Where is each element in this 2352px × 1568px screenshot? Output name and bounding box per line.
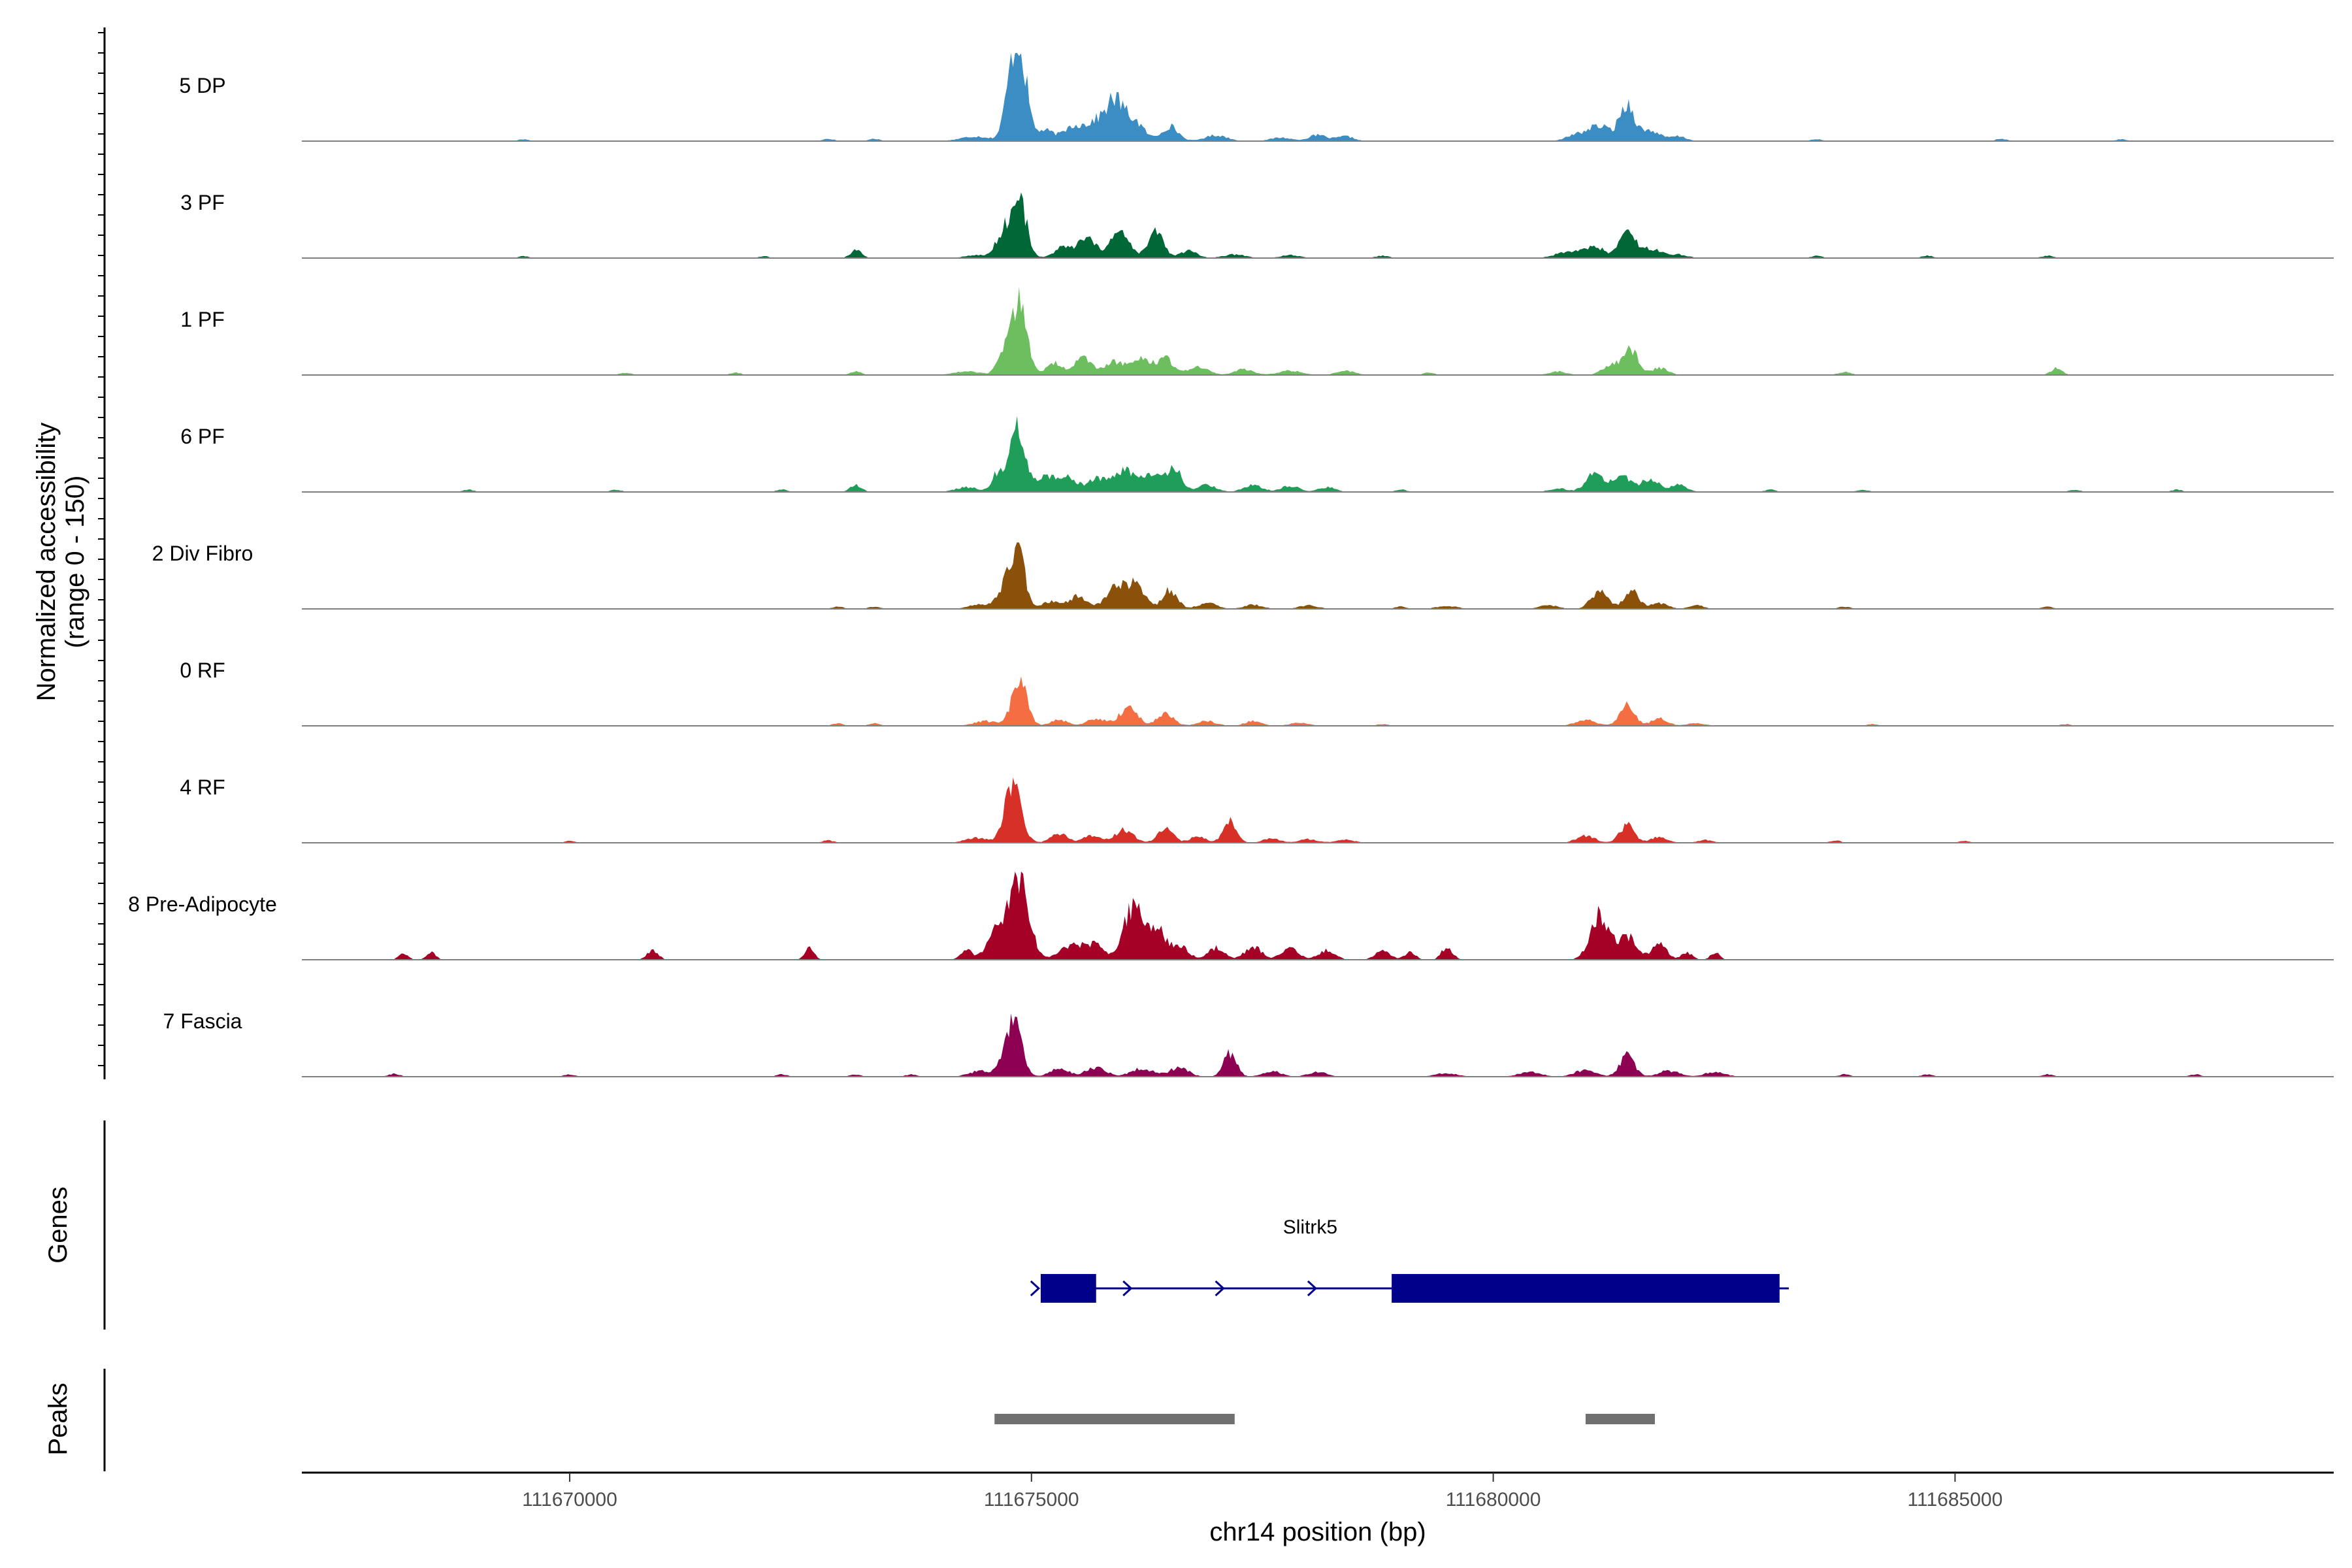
track-label: 7 Fascia xyxy=(163,1009,242,1033)
strand-arrow-icon xyxy=(1307,1280,1318,1297)
track-1: 5 DP xyxy=(179,53,2334,142)
track-6: 0 RF xyxy=(180,659,2334,727)
y-axis-title-line2: (range 0 - 150) xyxy=(61,476,90,649)
track-9: 7 Fascia xyxy=(163,1009,2334,1077)
track-3: 1 PF xyxy=(180,287,2334,376)
strand-arrow-icon xyxy=(1122,1280,1133,1297)
genes-panel: Genes Slitrk5 xyxy=(44,1120,1789,1330)
track-signal xyxy=(302,416,2334,492)
gene-model: Slitrk5 xyxy=(1030,1217,1789,1303)
strand-arrow-icon xyxy=(1215,1280,1225,1297)
track-signal xyxy=(302,287,2334,375)
x-tick-label: 111675000 xyxy=(984,1489,1079,1511)
x-axis-title: chr14 position (bp) xyxy=(1209,1518,1426,1546)
track-5: 2 Div Fibro xyxy=(152,542,2334,610)
gene-exon xyxy=(1040,1274,1096,1303)
coverage-tracks: 5 DP 3 PF 1 PF 6 PF 2 Div Fibro 0 RF 4 RF 8 Pre… xyxy=(128,53,2334,1077)
track-signal xyxy=(302,53,2334,141)
x-tick-label: 111670000 xyxy=(522,1489,617,1511)
peak-region xyxy=(1585,1414,1655,1424)
track-4: 6 PF xyxy=(180,416,2334,493)
peaks-panel: Peaks xyxy=(44,1369,1655,1471)
x-tick-label: 111680000 xyxy=(1446,1489,1541,1511)
track-label: 1 PF xyxy=(180,308,225,331)
track-signal xyxy=(302,872,2334,960)
track-signal xyxy=(302,542,2334,609)
track-8: 8 Pre-Adipocyte xyxy=(128,872,2334,960)
track-label: 3 PF xyxy=(180,191,225,214)
track-label: 6 PF xyxy=(180,425,225,448)
track-signal xyxy=(302,1013,2334,1077)
coverage-y-axis: Normalized accessibility (range 0 - 150) xyxy=(32,27,106,1079)
track-2: 3 PF xyxy=(180,191,2334,259)
peak-regions xyxy=(994,1414,1655,1424)
x-axis: 111670000 111675000 111680000 111685000 chr… xyxy=(302,1471,2334,1546)
track-label: 2 Div Fibro xyxy=(152,542,253,565)
track-label: 0 RF xyxy=(180,659,225,682)
strand-arrow-icon xyxy=(1030,1280,1041,1297)
track-signal xyxy=(302,192,2334,258)
track-signal xyxy=(302,777,2334,843)
peak-region xyxy=(994,1414,1235,1424)
track-label: 4 RF xyxy=(180,776,225,799)
track-7: 4 RF xyxy=(180,776,2334,843)
gene-exon xyxy=(1392,1274,1780,1303)
x-tick-label: 111685000 xyxy=(1908,1489,2003,1511)
track-label: 8 Pre-Adipocyte xyxy=(128,892,277,916)
peaks-axis-title: Peaks xyxy=(44,1382,73,1455)
genes-axis-title: Genes xyxy=(44,1186,73,1264)
y-axis-title-line1: Normalized accessibility xyxy=(32,423,61,702)
gene-name-label: Slitrk5 xyxy=(1283,1217,1337,1238)
track-label: 5 DP xyxy=(179,74,225,97)
track-signal xyxy=(302,676,2334,726)
